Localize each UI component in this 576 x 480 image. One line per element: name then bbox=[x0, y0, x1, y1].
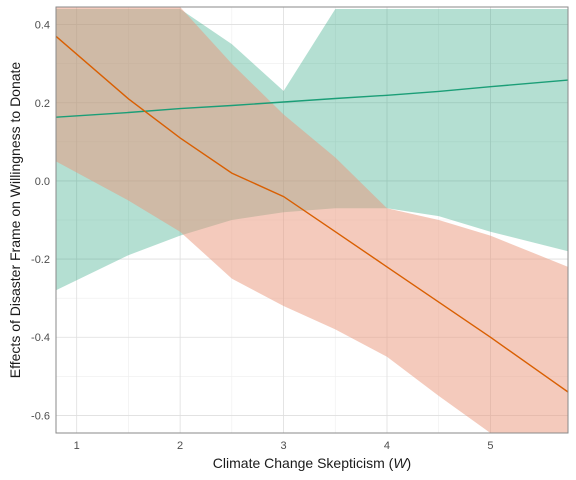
x-axis-title-variable: W bbox=[393, 455, 408, 471]
y-axis-title: Effects of Disaster Frame on Willingness… bbox=[7, 62, 23, 379]
x-tick-label: 2 bbox=[177, 440, 183, 452]
x-tick-label: 3 bbox=[280, 440, 286, 452]
x-axis-title: Climate Change Skepticism (W) bbox=[213, 455, 411, 471]
x-tick-label: 1 bbox=[74, 440, 80, 452]
confidence-band-2 bbox=[56, 7, 568, 433]
effect-line-2 bbox=[55, 35, 569, 393]
x-tick-label: 5 bbox=[487, 440, 493, 452]
y-tick-label: 0.0 bbox=[35, 176, 50, 188]
plot-border bbox=[55, 6, 569, 434]
effect-line-1 bbox=[55, 79, 569, 118]
y-tick-label: -0.6 bbox=[31, 410, 50, 422]
effect-lines bbox=[55, 35, 569, 393]
y-tick-label: -0.4 bbox=[31, 332, 50, 344]
x-axis-title-prefix: Climate Change Skepticism ( bbox=[213, 455, 394, 471]
y-tick-label: -0.2 bbox=[31, 254, 50, 266]
confidence-bands bbox=[56, 7, 568, 433]
x-tick-label: 4 bbox=[384, 440, 390, 452]
y-tick-label: 0.2 bbox=[35, 98, 50, 110]
y-tick-label: 0.4 bbox=[35, 20, 50, 32]
tick-labels: 1 2 3 4 5 -0.6 -0.4 -0.2 0.0 0.2 0.4 bbox=[31, 20, 493, 452]
x-axis-title-suffix: ) bbox=[407, 455, 412, 471]
